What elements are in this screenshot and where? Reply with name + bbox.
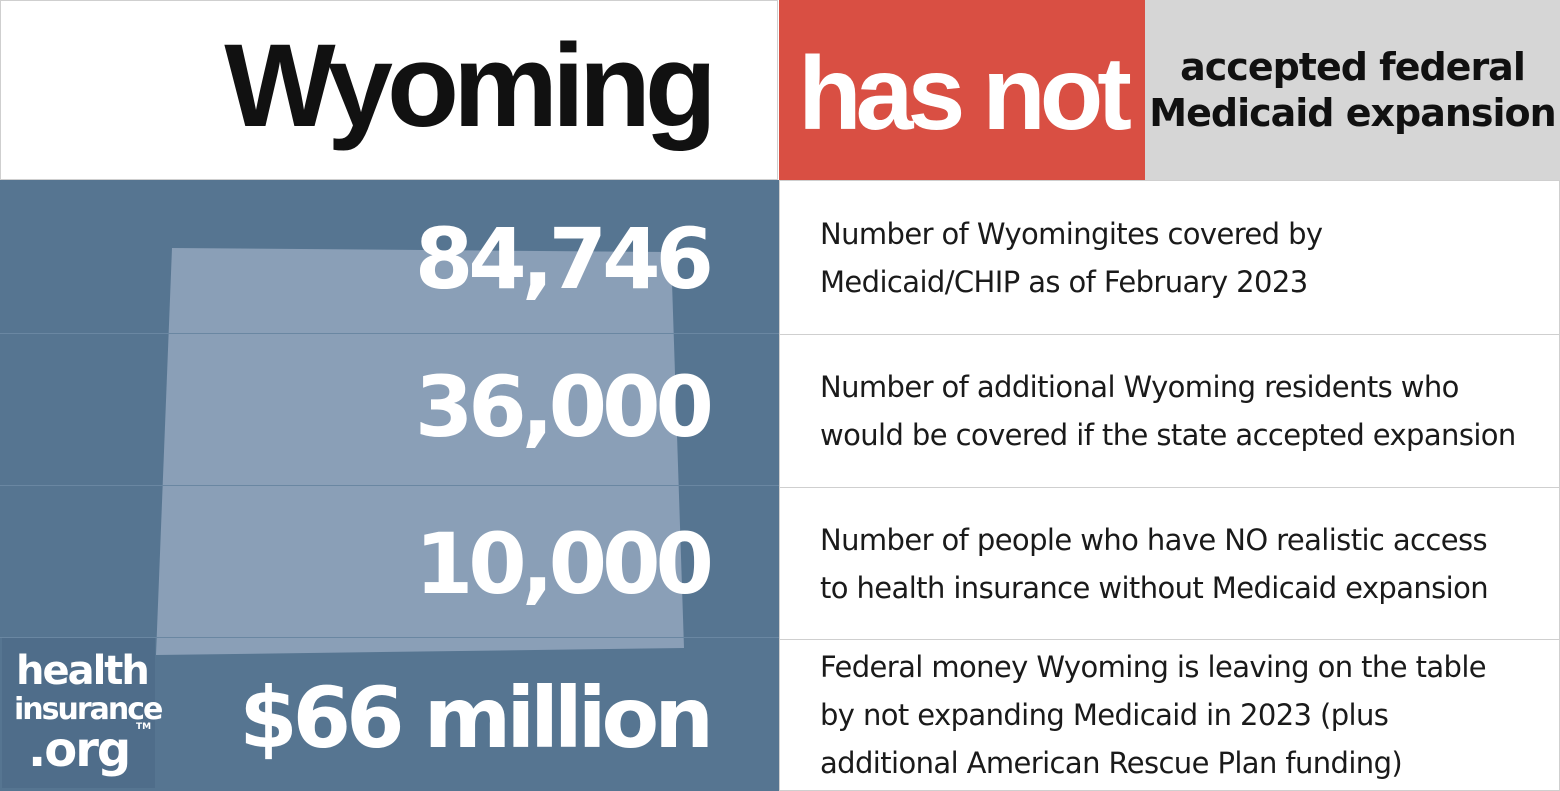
logo-line1: health — [16, 648, 150, 694]
stat-additional-value: 36,000 — [414, 358, 714, 456]
stat-additional-text: Number of additional Wyoming residents w… — [820, 370, 1516, 452]
healthinsurance-org-logo: health insurance .org TM — [2, 638, 163, 788]
logo-line3: .org — [28, 722, 131, 778]
logo-line2: insurance — [14, 692, 163, 727]
stat-no-access-description: Number of people who have NO realistic a… — [779, 487, 1560, 640]
row-divider — [0, 637, 779, 638]
row-divider — [0, 485, 779, 486]
state-name: Wyoming — [224, 20, 717, 152]
row-divider — [0, 333, 779, 334]
stat-federal-money-value: $66 million — [239, 669, 714, 767]
stat-additional-description: Number of additional Wyoming residents w… — [779, 334, 1560, 488]
status-description: accepted federal Medicaid expansion — [1145, 0, 1560, 180]
stat-no-access-value: 10,000 — [414, 515, 714, 613]
stat-covered-description: Number of Wyomingites covered by Medicai… — [779, 180, 1560, 335]
wyoming-state-shape — [156, 248, 684, 655]
state-header: Wyoming — [0, 0, 778, 180]
stat-covered-text: Number of Wyomingites covered by Medicai… — [820, 216, 1323, 299]
stats-panel: 84,746 36,000 10,000 $66 million — [0, 180, 779, 791]
expansion-status-badge: has not — [779, 0, 1145, 180]
logo-tm: TM — [136, 722, 152, 732]
stat-no-access-text: Number of people who have NO realistic a… — [820, 522, 1489, 605]
status-text: has not — [798, 35, 1132, 152]
status-description-line2: Medicaid expansion — [1149, 91, 1556, 135]
status-description-line1: accepted federal — [1180, 45, 1526, 89]
stat-covered-value: 84,746 — [414, 210, 714, 308]
stat-federal-money-description: Federal money Wyoming is leaving on the … — [779, 639, 1560, 791]
stat-federal-money-text: Federal money Wyoming is leaving on the … — [820, 650, 1487, 780]
